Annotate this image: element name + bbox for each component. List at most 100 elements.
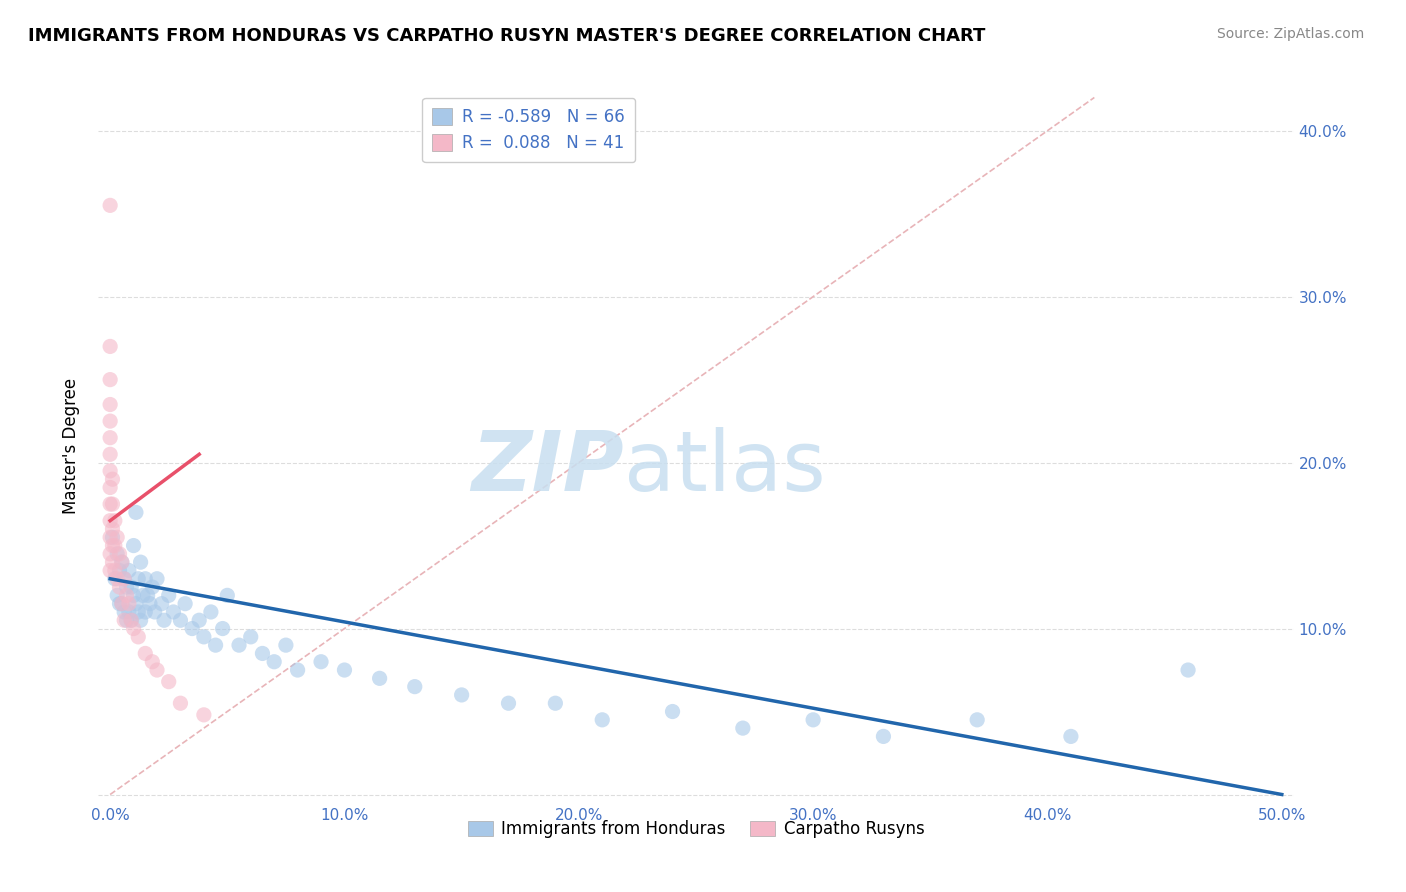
Point	[111, 555, 134, 569]
Point	[731, 721, 754, 735]
Point	[162, 605, 184, 619]
Point	[1177, 663, 1199, 677]
Point	[98, 397, 121, 411]
Point	[498, 696, 520, 710]
Text: IMMIGRANTS FROM HONDURAS VS CARPATHO RUSYN MASTER'S DEGREE CORRELATION CHART: IMMIGRANTS FROM HONDURAS VS CARPATHO RUS…	[28, 27, 986, 45]
Point	[309, 655, 332, 669]
Point	[193, 707, 215, 722]
Point	[104, 572, 127, 586]
Point	[239, 630, 262, 644]
Point	[108, 580, 131, 594]
Point	[118, 597, 141, 611]
Point	[591, 713, 613, 727]
Point	[263, 655, 285, 669]
Point	[368, 671, 391, 685]
Point	[193, 630, 215, 644]
Point	[122, 588, 145, 602]
Point	[157, 588, 180, 602]
Point	[98, 373, 121, 387]
Point	[146, 663, 169, 677]
Point	[115, 580, 138, 594]
Point	[136, 588, 159, 602]
Point	[98, 339, 121, 353]
Point	[98, 447, 121, 461]
Point	[966, 713, 988, 727]
Point	[98, 414, 121, 428]
Point	[108, 547, 131, 561]
Point	[122, 539, 145, 553]
Point	[120, 580, 142, 594]
Point	[450, 688, 472, 702]
Point	[204, 638, 226, 652]
Point	[111, 597, 134, 611]
Point	[105, 572, 128, 586]
Point	[141, 580, 163, 594]
Point	[134, 647, 156, 661]
Point	[404, 680, 426, 694]
Point	[228, 638, 250, 652]
Text: atlas: atlas	[624, 427, 825, 508]
Point	[98, 547, 121, 561]
Point	[120, 613, 142, 627]
Y-axis label: Master's Degree: Master's Degree	[62, 378, 80, 514]
Point	[217, 588, 239, 602]
Point	[169, 696, 191, 710]
Point	[127, 605, 149, 619]
Point	[150, 597, 173, 611]
Point	[127, 630, 149, 644]
Point	[98, 564, 121, 578]
Point	[252, 647, 274, 661]
Point	[105, 547, 128, 561]
Point	[141, 655, 163, 669]
Point	[134, 605, 156, 619]
Point	[801, 713, 824, 727]
Point	[129, 613, 152, 627]
Point	[112, 605, 135, 619]
Point	[134, 572, 156, 586]
Point	[112, 572, 135, 586]
Legend: Immigrants from Honduras, Carpatho Rusyns: Immigrants from Honduras, Carpatho Rusyn…	[461, 814, 931, 845]
Point	[200, 605, 222, 619]
Text: Source: ZipAtlas.com: Source: ZipAtlas.com	[1216, 27, 1364, 41]
Point	[101, 522, 124, 536]
Point	[120, 613, 142, 627]
Point	[153, 613, 176, 627]
Point	[104, 514, 127, 528]
Point	[333, 663, 356, 677]
Point	[104, 564, 127, 578]
Point	[125, 597, 148, 611]
Point	[101, 555, 124, 569]
Text: ZIP: ZIP	[471, 427, 624, 508]
Point	[274, 638, 297, 652]
Point	[169, 613, 191, 627]
Point	[115, 613, 138, 627]
Point	[111, 597, 134, 611]
Point	[211, 622, 233, 636]
Point	[104, 539, 127, 553]
Point	[115, 588, 138, 602]
Point	[122, 622, 145, 636]
Point	[98, 464, 121, 478]
Point	[101, 530, 124, 544]
Point	[1060, 730, 1083, 744]
Point	[98, 481, 121, 495]
Point	[132, 588, 155, 602]
Point	[98, 198, 121, 212]
Point	[101, 497, 124, 511]
Point	[98, 530, 121, 544]
Point	[139, 597, 162, 611]
Point	[111, 555, 134, 569]
Point	[129, 555, 152, 569]
Point	[101, 539, 124, 553]
Point	[105, 588, 128, 602]
Point	[146, 572, 169, 586]
Point	[108, 564, 131, 578]
Point	[544, 696, 567, 710]
Point	[181, 622, 204, 636]
Point	[112, 572, 135, 586]
Point	[98, 431, 121, 445]
Point	[174, 597, 197, 611]
Point	[118, 564, 141, 578]
Point	[108, 597, 131, 611]
Point	[127, 572, 149, 586]
